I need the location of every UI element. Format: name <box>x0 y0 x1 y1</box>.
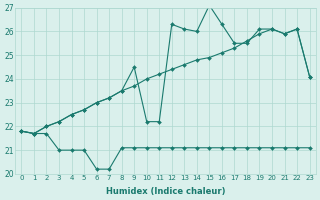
X-axis label: Humidex (Indice chaleur): Humidex (Indice chaleur) <box>106 187 225 196</box>
